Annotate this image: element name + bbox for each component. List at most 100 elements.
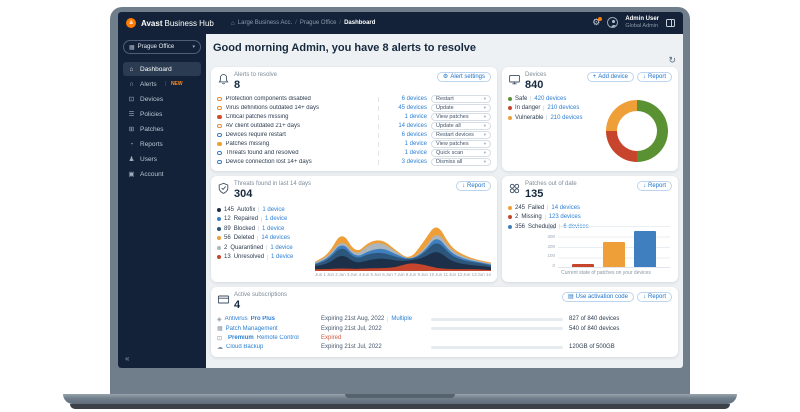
- legend-devices-link[interactable]: 210 devices: [547, 105, 580, 112]
- patches-card: Patches out of date 135 ↓ Report: [502, 176, 678, 282]
- subscription-usage: 540 of 840 devices: [569, 325, 620, 332]
- legend-devices-link[interactable]: 1 device: [262, 225, 285, 232]
- threats-card: Threats found in last 14 days 304 ↓ Repor…: [211, 176, 497, 282]
- alert-label: Virus definitions outdated 14+ days: [225, 105, 319, 112]
- bar-chart-caption: Current state of patches on your devices: [561, 270, 651, 276]
- home-icon[interactable]: ⌂: [230, 19, 235, 27]
- sidebar-item[interactable]: ♟ Users |: [123, 152, 201, 166]
- legend-devices-link[interactable]: 123 devices: [548, 214, 581, 221]
- chevron-down-icon: ▾: [483, 141, 486, 147]
- legend-devices-link[interactable]: 14 devices: [551, 204, 581, 211]
- alert-row-icon: [217, 123, 222, 129]
- subscription-name-link[interactable]: ◈ Antivirus Pro Plus: [217, 316, 275, 323]
- alert-devices-link[interactable]: 1 device: [404, 114, 427, 121]
- alert-devices-link[interactable]: 1 device: [404, 141, 427, 148]
- legend-devices-link[interactable]: 1 device: [262, 206, 285, 213]
- sidebar-item[interactable]: ☰ Policies |: [123, 107, 201, 121]
- subscription-name-link[interactable]: ▦ Patch Management: [217, 325, 278, 333]
- legend-devices-link[interactable]: 1 device: [270, 244, 293, 251]
- alert-devices-link[interactable]: 6 devices: [401, 132, 427, 139]
- sidebar-collapse-icon[interactable]: «: [125, 354, 130, 363]
- alert-label: Device connection lost 14+ days: [225, 159, 312, 166]
- sidebar-item-icon: ▣: [128, 171, 135, 178]
- sidebar-item[interactable]: ◔ Reports |: [123, 137, 201, 151]
- alert-devices-link[interactable]: 1 device: [404, 150, 427, 157]
- legend-devices-link[interactable]: 420 devices: [534, 95, 567, 102]
- usage-progress-bar: [431, 345, 563, 349]
- page-title: Good morning Admin, you have 8 alerts to…: [213, 42, 477, 54]
- sidebar-item[interactable]: ⊡ Devices |: [123, 92, 201, 106]
- threat-legend-item: 13 Unresolved 1 device: [217, 254, 309, 260]
- main-content: Good morning Admin, you have 8 alerts to…: [206, 34, 683, 368]
- legend-dot: [217, 255, 221, 260]
- sidebar-item[interactable]: ▣ Account |: [123, 167, 201, 181]
- x-tick-label: Jun 6: [373, 272, 385, 277]
- laptop-screen: a Avast Business Hub ⌂ Large Business Acc…: [110, 7, 690, 394]
- alert-label: Threats found and resolved: [225, 150, 299, 157]
- x-tick-label: Jun 5: [362, 272, 374, 277]
- org-selector[interactable]: ▦ Prague Office ▾: [123, 40, 201, 54]
- settings-gear-icon[interactable]: ⚙: [592, 16, 603, 28]
- legend-dot: [508, 205, 512, 210]
- threat-legend-item: 2 Quarantined 1 device: [217, 245, 309, 251]
- sidebar-nav: ⌂ Dashboard | ∩ Alerts | NEW: [123, 62, 201, 181]
- alert-devices-link[interactable]: 3 devices: [401, 159, 427, 166]
- alert-action-select[interactable]: Restart devices ▾: [431, 130, 491, 140]
- subscription-name-link[interactable]: ☁ Cloud Backup: [217, 344, 264, 351]
- use-activation-code-button[interactable]: ▤ Use activation code: [561, 292, 634, 302]
- legend-dot: [508, 96, 512, 101]
- card-label: Patches out of date: [525, 181, 577, 187]
- refresh-icon[interactable]: ↻: [668, 55, 676, 65]
- legend-devices-link[interactable]: 14 devices: [261, 235, 291, 242]
- knowledge-base-icon[interactable]: [666, 18, 675, 27]
- alert-action-select[interactable]: Update all ▾: [431, 121, 491, 131]
- x-tick-label: Jun 1: [315, 272, 327, 277]
- alert-devices-link[interactable]: 45 devices: [398, 105, 427, 112]
- legend-devices-link[interactable]: 210 devices: [550, 114, 583, 121]
- alert-action-select[interactable]: Dismiss all ▾: [431, 157, 491, 167]
- sidebar-item[interactable]: ⌂ Dashboard |: [123, 62, 201, 76]
- alert-devices-link[interactable]: 14 devices: [398, 123, 427, 130]
- alert-action-select[interactable]: View patches ▾: [431, 112, 491, 122]
- brand-title: Avast Business Hub: [141, 18, 214, 28]
- subscription-expiry: Expiring 21st Jul, 2022: [321, 325, 382, 332]
- sidebar-item-label: Users: [140, 155, 157, 163]
- user-menu[interactable]: Admin User Global Admin: [625, 16, 659, 29]
- alert-action-select[interactable]: View patches ▾: [431, 139, 491, 149]
- sidebar-item-icon: ☰: [128, 111, 135, 118]
- subscription-name-link[interactable]: ⊡ Premium Remote Control: [217, 335, 299, 342]
- avatar[interactable]: [607, 17, 619, 29]
- download-icon: ↓: [642, 183, 646, 189]
- chevron-down-icon: ▾: [483, 150, 486, 156]
- breadcrumb-item[interactable]: Prague Office: [299, 20, 337, 26]
- patches-report-button[interactable]: ↓ Report: [636, 181, 672, 191]
- legend-dot: [508, 215, 512, 220]
- legend-devices-link[interactable]: 1 device: [271, 254, 294, 261]
- card-label: Alerts to resolve: [234, 72, 278, 78]
- alert-row: Virus definitions outdated 14+ days 45 d…: [217, 103, 491, 113]
- subscriptions-report-button[interactable]: ↓ Report: [636, 292, 672, 302]
- x-tick-label: Jun 12: [448, 272, 463, 277]
- add-device-button[interactable]: + Add device: [586, 72, 634, 82]
- sidebar-item[interactable]: ⊞ Patches |: [123, 122, 201, 136]
- devices-report-button[interactable]: ↓ Report: [636, 72, 672, 82]
- sidebar-item[interactable]: ∩ Alerts | NEW: [129, 80, 183, 88]
- alert-label: Patches missing: [225, 141, 270, 148]
- chevron-down-icon: ▾: [192, 44, 195, 50]
- alert-action-select[interactable]: Quick scan ▾: [431, 148, 491, 158]
- breadcrumb-current: Dashboard: [344, 20, 376, 26]
- alert-label: Critical patches missing: [225, 114, 289, 121]
- multiple-link[interactable]: Multiple: [391, 316, 413, 323]
- alert-action-select[interactable]: Restart ▾: [431, 94, 491, 104]
- alert-action-select[interactable]: Update ▾: [431, 103, 491, 113]
- sidebar-item-icon: ⌂: [129, 65, 134, 73]
- alert-devices-link[interactable]: 6 devices: [401, 96, 427, 103]
- patch-legend-item: 2 Missing 123 devices: [508, 214, 672, 220]
- card-label: Devices: [525, 72, 547, 78]
- download-icon: ↓: [642, 294, 646, 300]
- threats-report-button[interactable]: ↓ Report: [455, 181, 491, 191]
- legend-devices-link[interactable]: 1 device: [265, 216, 288, 223]
- breadcrumb-item[interactable]: Large Business Acc.: [237, 20, 293, 26]
- alert-settings-button[interactable]: ⚙ Alert settings: [436, 72, 491, 82]
- patches-count: 135: [525, 187, 544, 200]
